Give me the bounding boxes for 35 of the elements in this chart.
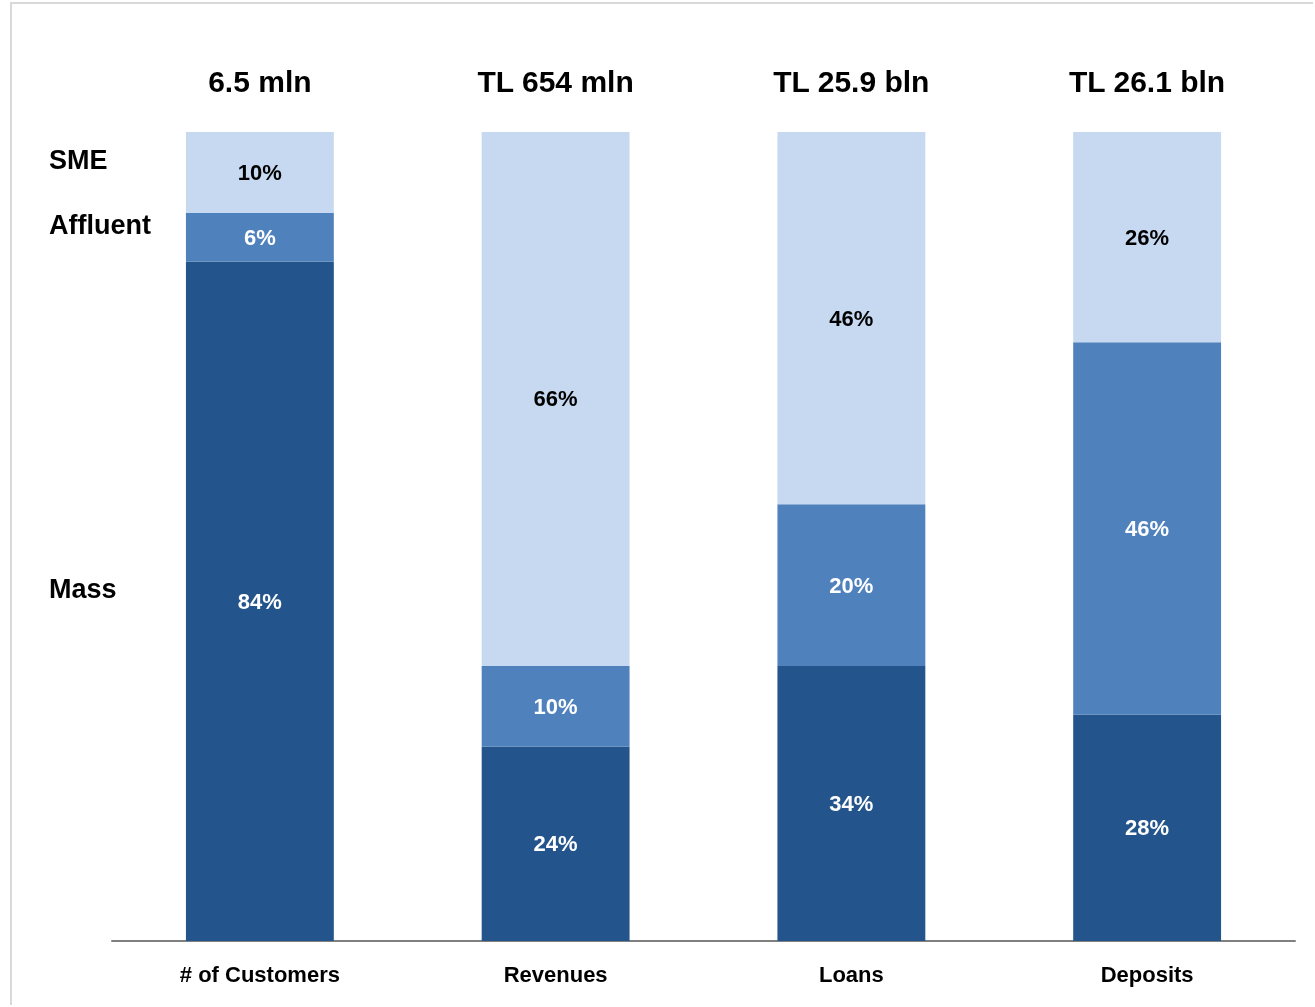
series-label: Affluent xyxy=(49,210,151,241)
bar xyxy=(777,665,926,941)
data-label: 10% xyxy=(237,159,282,185)
bar xyxy=(481,746,630,941)
annotation: TL 26.1 bln xyxy=(1069,64,1226,98)
annotation: TL 25.9 bln xyxy=(773,64,930,98)
data-label: 34% xyxy=(829,790,874,816)
text: SME xyxy=(49,145,108,176)
data-label: 46% xyxy=(829,305,874,331)
data-label: 66% xyxy=(533,386,578,412)
data-label: 46% xyxy=(1125,515,1170,541)
x-tick-label: Loans xyxy=(818,961,884,987)
bar xyxy=(777,504,926,666)
data-label: 20% xyxy=(829,572,874,598)
bar xyxy=(185,212,334,262)
bar xyxy=(481,665,630,747)
data-label: 84% xyxy=(237,588,282,614)
data-label: 28% xyxy=(1125,815,1170,841)
bar xyxy=(1073,342,1222,715)
bar xyxy=(777,132,926,505)
bar xyxy=(481,132,630,666)
x-tick-label: # of Customers xyxy=(179,961,340,987)
data-label: 10% xyxy=(533,693,578,719)
bar xyxy=(185,261,334,941)
x-tick-label: Revenues xyxy=(503,961,608,987)
data-label: 24% xyxy=(533,831,578,857)
annotation: TL 654 mln xyxy=(477,64,634,98)
bar xyxy=(1073,132,1222,343)
bar xyxy=(185,132,334,213)
data-label: 26% xyxy=(1125,224,1170,250)
text: Mass xyxy=(49,574,117,605)
data-label: 6% xyxy=(243,224,276,250)
annotation: 6.5 mln xyxy=(208,64,312,98)
bar xyxy=(1073,714,1222,941)
x-tick-label: Deposits xyxy=(1100,961,1194,987)
